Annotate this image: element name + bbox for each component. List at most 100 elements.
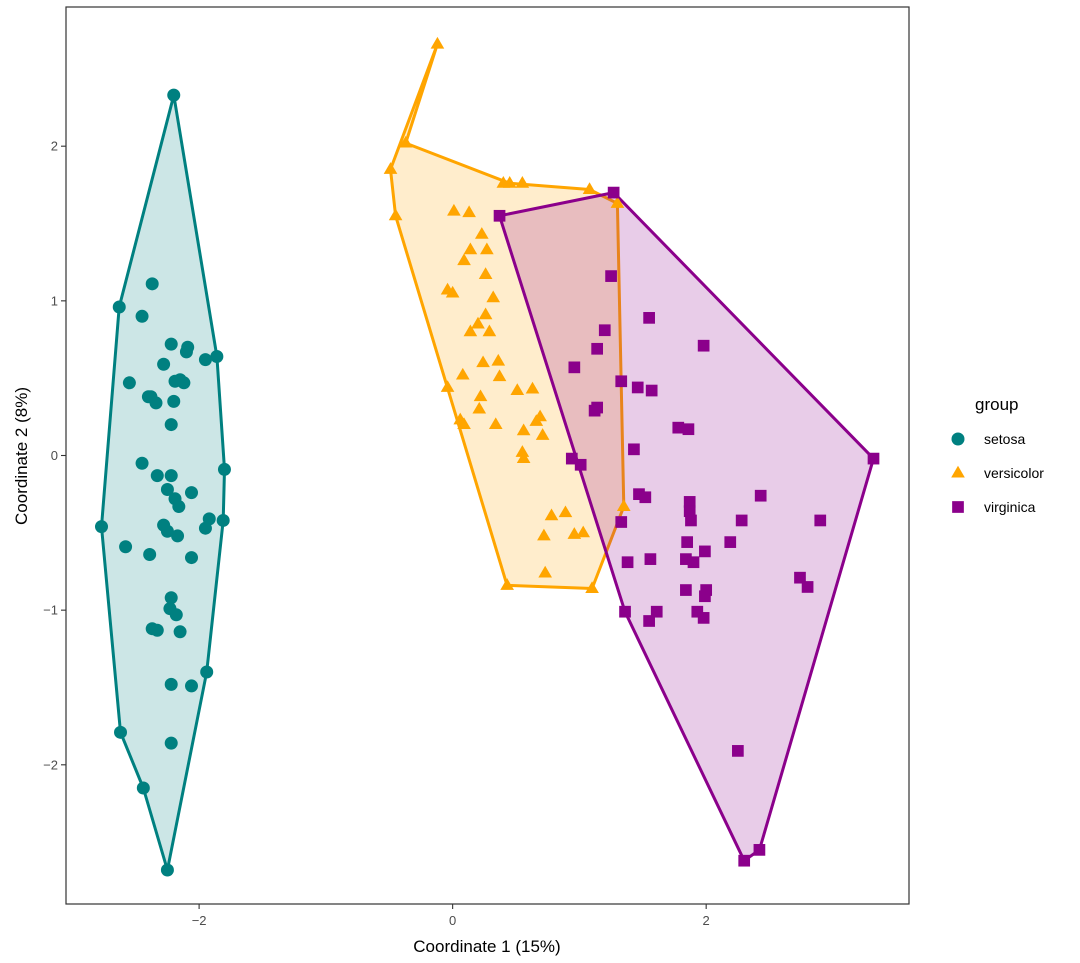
point-virginica xyxy=(568,361,581,374)
point-setosa xyxy=(157,357,171,371)
point-versicolor xyxy=(537,528,551,541)
point-versicolor xyxy=(558,505,573,518)
point-versicolor xyxy=(533,409,547,422)
point-virginica xyxy=(639,491,652,504)
point-versicolor xyxy=(463,324,478,337)
y-axis: −2 −1 0 1 2 xyxy=(43,139,66,772)
point-virginica xyxy=(687,556,700,569)
point-setosa xyxy=(184,679,198,693)
point-setosa xyxy=(135,456,149,470)
point-setosa xyxy=(122,376,136,390)
point-setosa xyxy=(164,418,178,432)
point-setosa xyxy=(177,376,191,390)
point-virginica xyxy=(700,584,713,596)
point-versicolor xyxy=(482,324,497,337)
point-virginica xyxy=(493,209,506,222)
point-setosa xyxy=(172,500,186,514)
point-setosa xyxy=(164,736,178,750)
y-tick-label: −1 xyxy=(43,603,58,618)
point-setosa xyxy=(135,309,149,323)
point-virginica xyxy=(735,514,748,527)
point-versicolor xyxy=(582,182,597,194)
point-setosa xyxy=(210,350,224,364)
point-virginica xyxy=(565,452,578,465)
point-versicolor xyxy=(610,196,625,208)
x-tick-label: 2 xyxy=(703,913,710,928)
point-virginica xyxy=(588,404,601,417)
hull-setosa xyxy=(100,93,226,872)
point-virginica xyxy=(724,536,737,548)
legend-key-versicolor xyxy=(951,465,965,478)
y-tick-label: 1 xyxy=(51,293,58,308)
legend: group setosa versicolor virginica xyxy=(951,395,1044,515)
point-versicolor xyxy=(515,176,530,188)
point-virginica xyxy=(644,553,657,565)
point-virginica xyxy=(680,553,692,565)
point-versicolor xyxy=(447,203,461,216)
point-virginica xyxy=(619,605,631,618)
point-setosa xyxy=(150,623,164,637)
point-setosa xyxy=(150,469,164,483)
point-setosa xyxy=(164,591,178,605)
point-virginica xyxy=(680,584,692,596)
point-versicolor xyxy=(473,389,488,402)
legend-title: group xyxy=(975,395,1018,414)
point-setosa xyxy=(179,345,193,359)
point-versicolor xyxy=(488,417,503,430)
point-virginica xyxy=(672,421,685,434)
point-virginica xyxy=(628,443,640,456)
point-setosa xyxy=(171,529,185,543)
point-setosa xyxy=(160,483,174,497)
point-setosa xyxy=(119,540,133,554)
point-virginica xyxy=(682,423,695,436)
point-virginica xyxy=(732,745,744,757)
x-tick-label: −2 xyxy=(192,913,207,928)
point-versicolor xyxy=(616,499,631,511)
point-virginica xyxy=(615,516,628,528)
point-virginica xyxy=(631,381,644,394)
point-virginica xyxy=(645,384,658,397)
point-versicolor xyxy=(500,578,514,590)
point-setosa xyxy=(200,665,214,679)
point-virginica xyxy=(867,452,880,465)
point-versicolor xyxy=(440,380,455,392)
point-setosa xyxy=(114,725,128,739)
point-setosa xyxy=(136,781,150,795)
point-virginica xyxy=(754,489,767,502)
point-setosa xyxy=(217,462,231,476)
point-setosa xyxy=(169,608,183,622)
x-tick-label: 0 xyxy=(449,913,456,928)
point-setosa xyxy=(173,625,187,639)
point-virginica xyxy=(643,615,655,627)
x-axis-title: Coordinate 1 (15%) xyxy=(413,937,560,956)
legend-label-versicolor: versicolor xyxy=(984,465,1044,481)
legend-key-setosa xyxy=(951,432,965,446)
point-versicolor xyxy=(516,451,531,464)
legend-items: setosa versicolor virginica xyxy=(951,431,1044,515)
legend-label-setosa: setosa xyxy=(984,431,1025,447)
point-virginica xyxy=(691,605,704,618)
point-virginica xyxy=(738,854,751,867)
point-versicolor xyxy=(457,417,471,430)
point-virginica xyxy=(753,844,766,856)
point-setosa xyxy=(164,337,178,351)
point-setosa xyxy=(112,300,126,314)
point-virginica xyxy=(650,605,663,618)
point-setosa xyxy=(184,486,198,500)
point-virginica xyxy=(814,514,827,527)
point-virginica xyxy=(699,545,711,558)
point-virginica xyxy=(643,312,655,324)
legend-label-virginica: virginica xyxy=(984,499,1036,515)
y-tick-label: 0 xyxy=(51,448,58,463)
point-virginica xyxy=(685,514,697,527)
point-virginica xyxy=(591,342,604,355)
point-setosa xyxy=(160,863,174,877)
point-versicolor xyxy=(478,307,493,320)
point-setosa xyxy=(198,353,212,367)
point-versicolor xyxy=(445,285,460,298)
point-versicolor xyxy=(496,176,511,188)
y-axis-title: Coordinate 2 (8%) xyxy=(12,387,31,525)
point-setosa xyxy=(167,394,181,408)
point-virginica xyxy=(683,496,696,508)
